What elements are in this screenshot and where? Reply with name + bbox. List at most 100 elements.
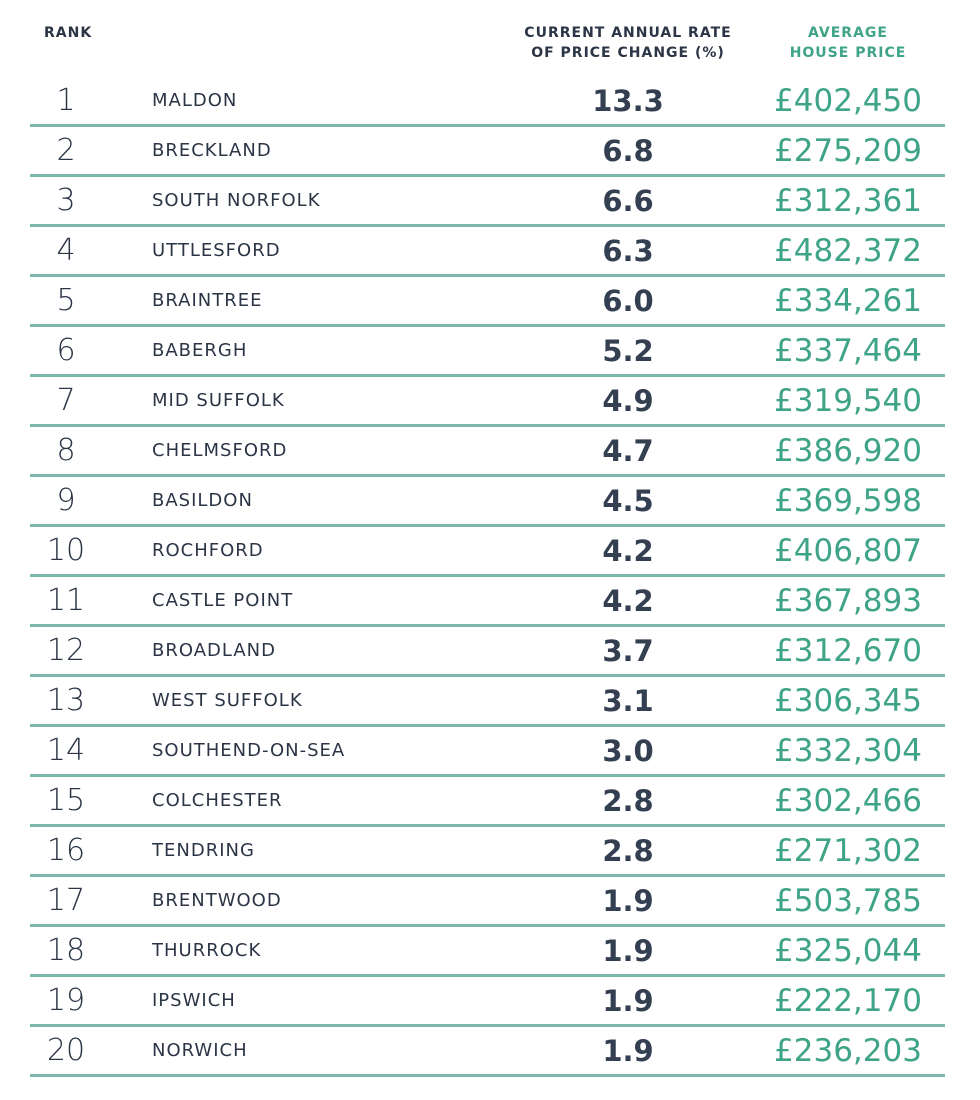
price: £482,372 xyxy=(774,233,922,269)
rank: 4 xyxy=(56,233,76,268)
price: £271,302 xyxy=(774,833,922,869)
price: £503,785 xyxy=(774,883,922,919)
district: BABERGH xyxy=(152,340,248,361)
rate: 1.9 xyxy=(602,884,654,918)
row-divider xyxy=(30,174,945,177)
rate: 2.8 xyxy=(602,834,654,868)
row-divider xyxy=(30,324,945,327)
row-divider xyxy=(30,624,945,627)
district: ROCHFORD xyxy=(152,540,264,561)
rate: 5.2 xyxy=(602,334,654,368)
district: BRENTWOOD xyxy=(152,890,282,911)
header-line: AVERAGE xyxy=(808,25,888,41)
row-divider xyxy=(30,274,945,277)
rank: 12 xyxy=(46,633,86,668)
row-divider xyxy=(30,374,945,377)
price: £337,464 xyxy=(774,333,922,369)
price: £275,209 xyxy=(774,133,922,169)
row-divider xyxy=(30,724,945,727)
rate: 6.6 xyxy=(602,184,654,218)
rate: 3.7 xyxy=(602,634,654,668)
district: THURROCK xyxy=(152,940,262,961)
rank: 15 xyxy=(46,783,86,818)
rate: 1.9 xyxy=(602,934,654,968)
row-divider xyxy=(30,824,945,827)
price: £312,361 xyxy=(774,183,922,219)
price-header: AVERAGE HOUSE PRICE xyxy=(748,23,948,63)
district: NORWICH xyxy=(152,1040,248,1061)
price: £306,345 xyxy=(774,683,922,719)
district: UTTLESFORD xyxy=(152,240,281,261)
row-divider xyxy=(30,424,945,427)
rate: 6.3 xyxy=(602,234,654,268)
rank: 19 xyxy=(46,983,86,1018)
rank: 1 xyxy=(56,83,76,118)
rate: 4.2 xyxy=(602,534,654,568)
district: IPSWICH xyxy=(152,990,236,1011)
price: £406,807 xyxy=(774,533,922,569)
rank-header: RANK xyxy=(44,25,93,41)
district: BRAINTREE xyxy=(152,290,263,311)
rank: 7 xyxy=(56,383,76,418)
district: BRECKLAND xyxy=(152,140,272,161)
header-line: HOUSE PRICE xyxy=(789,45,907,61)
rate: 2.8 xyxy=(602,784,654,818)
price: £222,170 xyxy=(774,983,922,1019)
row-divider xyxy=(30,774,945,777)
district: TENDRING xyxy=(152,840,255,861)
rank: 20 xyxy=(46,1033,86,1068)
price: £312,670 xyxy=(774,633,922,669)
rate: 4.7 xyxy=(602,434,654,468)
row-divider xyxy=(30,124,945,127)
rank: 9 xyxy=(56,483,76,518)
rank: 5 xyxy=(56,283,76,318)
rate: 13.3 xyxy=(592,84,664,118)
row-divider xyxy=(30,224,945,227)
price: £319,540 xyxy=(774,383,922,419)
rank: 8 xyxy=(56,433,76,468)
rate: 3.1 xyxy=(602,684,654,718)
district: BASILDON xyxy=(152,490,253,511)
price: £236,203 xyxy=(774,1033,922,1069)
rate: 1.9 xyxy=(602,984,654,1018)
price: £402,450 xyxy=(774,83,922,119)
row-divider xyxy=(30,1024,945,1027)
rate: 4.5 xyxy=(602,484,654,518)
row-divider xyxy=(30,574,945,577)
rate: 3.0 xyxy=(602,734,654,768)
price: £367,893 xyxy=(774,583,922,619)
district: MALDON xyxy=(152,90,238,111)
rank: 6 xyxy=(56,333,76,368)
district: CASTLE POINT xyxy=(152,590,294,611)
row-divider xyxy=(30,474,945,477)
rate: 6.8 xyxy=(602,134,654,168)
rank: 18 xyxy=(46,933,86,968)
row-divider xyxy=(30,674,945,677)
price: £369,598 xyxy=(774,483,922,519)
rank: 3 xyxy=(56,183,76,218)
rate: 6.0 xyxy=(602,284,654,318)
rate: 4.2 xyxy=(602,584,654,618)
rate-header: CURRENT ANNUAL RATE OF PRICE CHANGE (%) xyxy=(498,23,758,63)
rank: 16 xyxy=(46,833,86,868)
price: £334,261 xyxy=(774,283,922,319)
row-divider xyxy=(30,874,945,877)
header-line: OF PRICE CHANGE (%) xyxy=(531,45,725,61)
header-line: CURRENT ANNUAL RATE xyxy=(524,25,732,41)
rank: 10 xyxy=(46,533,86,568)
district: WEST SUFFOLK xyxy=(152,690,303,711)
rank: 2 xyxy=(56,133,76,168)
price: £325,044 xyxy=(774,933,922,969)
rank: 17 xyxy=(46,883,86,918)
rate: 4.9 xyxy=(602,384,654,418)
rank: 11 xyxy=(46,583,86,618)
district: SOUTH NORFOLK xyxy=(152,190,321,211)
price: £332,304 xyxy=(774,733,922,769)
rate: 1.9 xyxy=(602,1034,654,1068)
district: SOUTHEND-ON-SEA xyxy=(152,740,346,761)
row-divider xyxy=(30,974,945,977)
district: MID SUFFOLK xyxy=(152,390,285,411)
price: £302,466 xyxy=(774,783,922,819)
rank: 13 xyxy=(46,683,86,718)
